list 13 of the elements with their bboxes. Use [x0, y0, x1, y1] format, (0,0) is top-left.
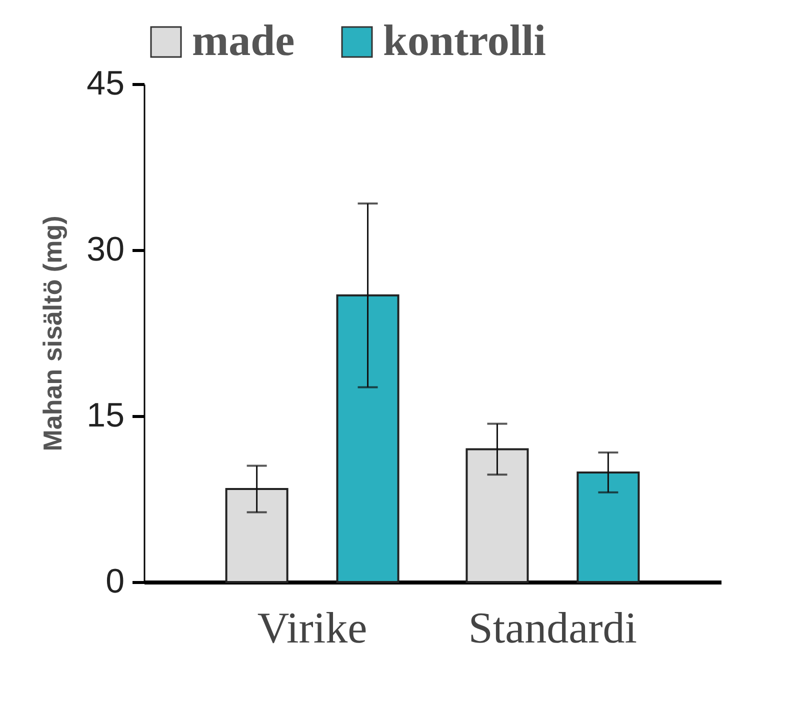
bar: [336, 294, 400, 583]
bar: [576, 471, 640, 583]
y-tick-label: 15: [86, 396, 124, 434]
x-tick-label: Standardi: [468, 604, 638, 652]
y-axis-title: Mahan sisältö (mg): [38, 216, 68, 452]
bar: [225, 488, 288, 583]
legend-label: kontrolli: [383, 16, 546, 65]
y-tick-label: 0: [106, 562, 124, 600]
legend-label: made: [192, 16, 295, 65]
y-tick-label: 30: [86, 230, 124, 268]
bar: [466, 448, 529, 583]
y-tick-label: 45: [86, 64, 124, 102]
x-tick-label: Virike: [257, 604, 368, 652]
